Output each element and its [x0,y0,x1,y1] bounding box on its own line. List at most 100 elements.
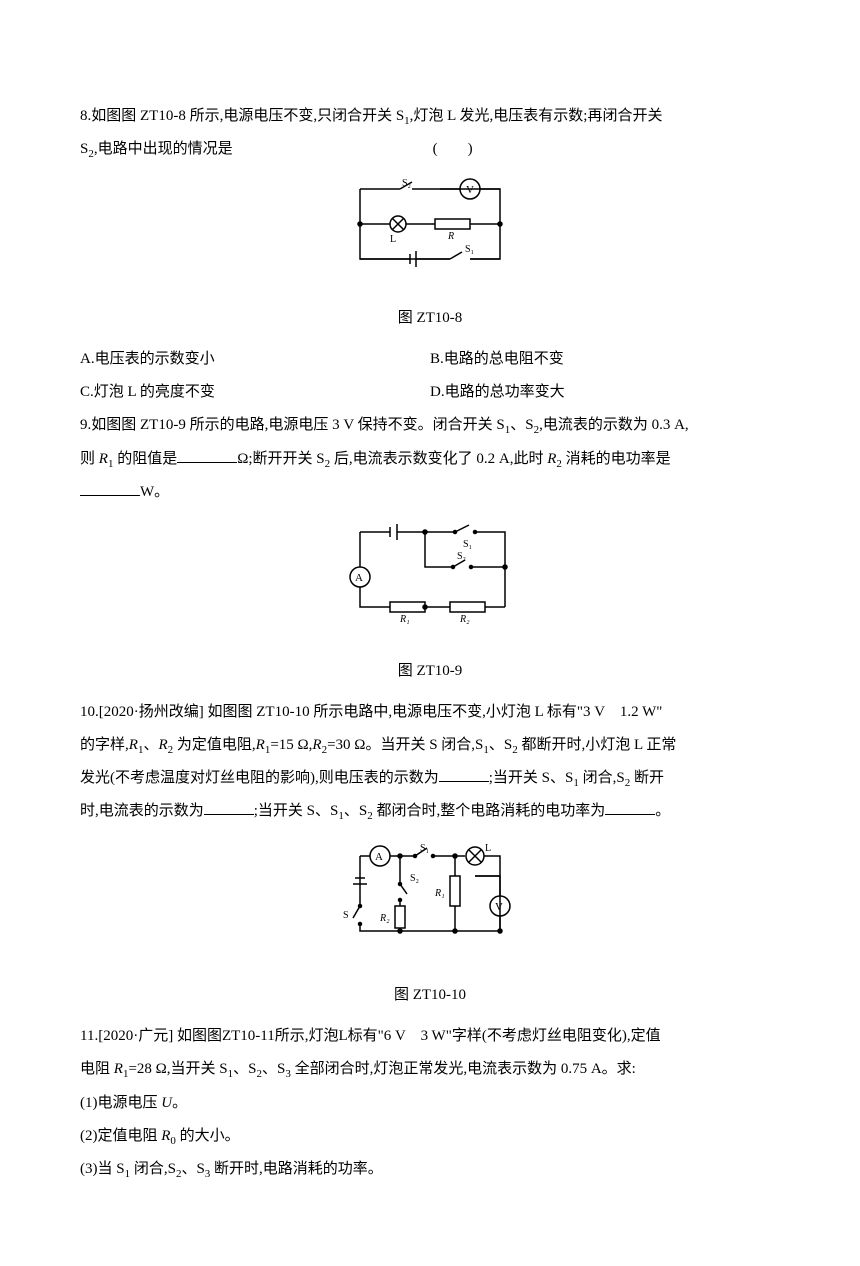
figure-zt10-8: S₂ V L R S₁ [80,174,780,287]
fill-blank [80,480,140,496]
citation: [2020·扬州改编] [99,704,204,720]
text: 闭合,S [579,770,625,786]
text: U [161,1095,172,1111]
text: ,电流表的示数为 0.3 A, [539,417,689,433]
q11-part2: (2)定值电阻 R0 的大小。 [80,1120,780,1153]
text: Ω;断开开关 S [237,451,324,467]
text: ;当开关 S、S [254,803,339,819]
svg-text:S₂: S₂ [410,873,419,884]
svg-text:L: L [390,234,396,245]
svg-text:R: R [447,231,454,242]
text: R [547,451,556,467]
circuit-diagram-icon: S₁ S₂ A R₁ R₂ [335,517,525,627]
text: 10. [80,704,99,720]
text: 。 [655,803,670,819]
mc-paren: ( ) [433,141,473,157]
text: 后,电流表示数变化了 0.2 A,此时 [330,451,547,467]
text: 11. [80,1028,98,1044]
text: ,电路中出现的情况是 [94,141,233,157]
figure-caption: 图 ZT10-8 [80,302,780,335]
circuit-diagram-icon: A S₁ L S S₂ R₂ R₁ [335,836,525,951]
text: 的阻值是 [113,451,177,467]
text: 为定值电阻, [173,737,256,753]
fill-blank [439,766,489,782]
q11-stem-line1: 11.[2020·广元] 如图图ZT10-11所示,灯泡L标有"6 V 3 W"… [80,1020,780,1053]
text: 、S [344,803,367,819]
text: (3)当 S [80,1161,125,1177]
text: 闭合,S [130,1161,176,1177]
text: 8.如图图 ZT10-8 所示,电源电压不变,只闭合开关 S [80,108,404,124]
text: 发光(不考虑温度对灯丝电阻的影响),则电压表的示数为 [80,770,439,786]
text: =15 Ω, [270,737,312,753]
figure-caption: 图 ZT10-10 [80,979,780,1012]
q10-stem-line4: 时,电流表的示数为;当开关 S、S1、S2 都闭合时,整个电路消耗的电功率为。 [80,795,780,828]
q9-stem-line3: W。 [80,476,780,509]
text: 消耗的电功率是 [562,451,671,467]
text: (2)定值电阻 [80,1128,161,1144]
svg-text:L: L [485,843,491,854]
svg-text:R₂: R₂ [459,614,470,625]
q9-stem-line1: 9.如图图 ZT10-9 所示的电路,电源电压 3 V 保持不变。闭合开关 S1… [80,409,780,442]
q11-stem-line2: 电阻 R1=28 Ω,当开关 S1、S2、S3 全部闭合时,灯泡正常发光,电流表… [80,1053,780,1086]
citation: [2020·广元] [98,1028,173,1044]
text: (1)电源电压 [80,1095,161,1111]
fill-blank [605,799,655,815]
q8-option-c: C.灯泡 L 的亮度不变 [80,376,430,409]
text: 、S [233,1061,256,1077]
text: 的大小。 [176,1128,240,1144]
q11-part3: (3)当 S1 闭合,S2、S3 断开时,电路消耗的功率。 [80,1153,780,1186]
svg-text:S₁: S₁ [465,244,474,255]
text: 、 [143,737,158,753]
q8-options-row2: C.灯泡 L 的亮度不变 D.电路的总功率变大 [80,376,780,409]
text: 9.如图图 ZT10-9 所示的电路,电源电压 3 V 保持不变。闭合开关 S [80,417,505,433]
text: 断开 [630,770,664,786]
text: ,灯泡 L 发光,电压表有示数;再闭合开关 [410,108,663,124]
text: W。 [140,484,169,500]
text: 电阻 [80,1061,114,1077]
text: 时,电流表的示数为 [80,803,204,819]
circuit-diagram-icon: S₂ V L R S₁ [340,174,520,274]
svg-text:V: V [495,901,503,913]
svg-text:S₁: S₁ [463,539,472,550]
text: =30 Ω。当开关 S 闭合,S [327,737,483,753]
text: 、S [262,1061,285,1077]
text: 如图图ZT10-11所示,灯泡L标有"6 V 3 W"字样(不考虑灯丝电阻变化)… [173,1028,660,1044]
q8-options-row1: A.电压表的示数变小 B.电路的总电阻不变 [80,343,780,376]
q9-stem-line2: 则 R1 的阻值是Ω;断开开关 S2 后,电流表示数变化了 0.2 A,此时 R… [80,443,780,476]
q8-option-b: B.电路的总电阻不变 [430,343,780,376]
q11-part1: (1)电源电压 U。 [80,1087,780,1120]
svg-text:S₂: S₂ [457,551,466,562]
svg-text:S: S [343,910,349,921]
q8-stem-line1: 8.如图图 ZT10-8 所示,电源电压不变,只闭合开关 S1,灯泡 L 发光,… [80,100,780,133]
svg-text:A: A [375,851,383,863]
q10-stem-line2: 的字样,R1、R2 为定值电阻,R1=15 Ω,R2=30 Ω。当开关 S 闭合… [80,729,780,762]
svg-text:V: V [466,184,474,196]
text: 都断开时,小灯泡 L 正常 [518,737,677,753]
svg-text:A: A [355,572,363,584]
q10-stem-line3: 发光(不考虑温度对灯丝电阻的影响),则电压表的示数为;当开关 S、S1 闭合,S… [80,762,780,795]
text: 的字样, [80,737,129,753]
text: 、S [181,1161,204,1177]
text: 。 [172,1095,187,1111]
q8-option-a: A.电压表的示数变小 [80,343,430,376]
figure-zt10-10: A S₁ L S S₂ R₂ R₁ [80,836,780,964]
fill-blank [204,799,254,815]
text: 如图图 ZT10-10 所示电路中,电源电压不变,小灯泡 L 标有"3 V 1.… [204,704,663,720]
text: 、S [489,737,512,753]
text: ;当开关 S、S [489,770,574,786]
text: 全部闭合时,灯泡正常发光,电流表示数为 0.75 A。求: [291,1061,636,1077]
svg-text:S₂: S₂ [402,178,411,189]
fill-blank [177,447,237,463]
q8-option-d: D.电路的总功率变大 [430,376,780,409]
text: R [99,451,108,467]
text: 、S [510,417,533,433]
figure-zt10-9: S₁ S₂ A R₁ R₂ [80,517,780,640]
q10-stem-line1: 10.[2020·扬州改编] 如图图 ZT10-10 所示电路中,电源电压不变,… [80,696,780,729]
text: 都闭合时,整个电路消耗的电功率为 [373,803,606,819]
figure-caption: 图 ZT10-9 [80,655,780,688]
svg-text:R₁: R₁ [399,614,410,625]
text: 断开时,电路消耗的功率。 [210,1161,383,1177]
svg-text:R₂: R₂ [379,913,390,924]
svg-text:R₁: R₁ [434,888,445,899]
text: =28 Ω,当开关 S [128,1061,227,1077]
